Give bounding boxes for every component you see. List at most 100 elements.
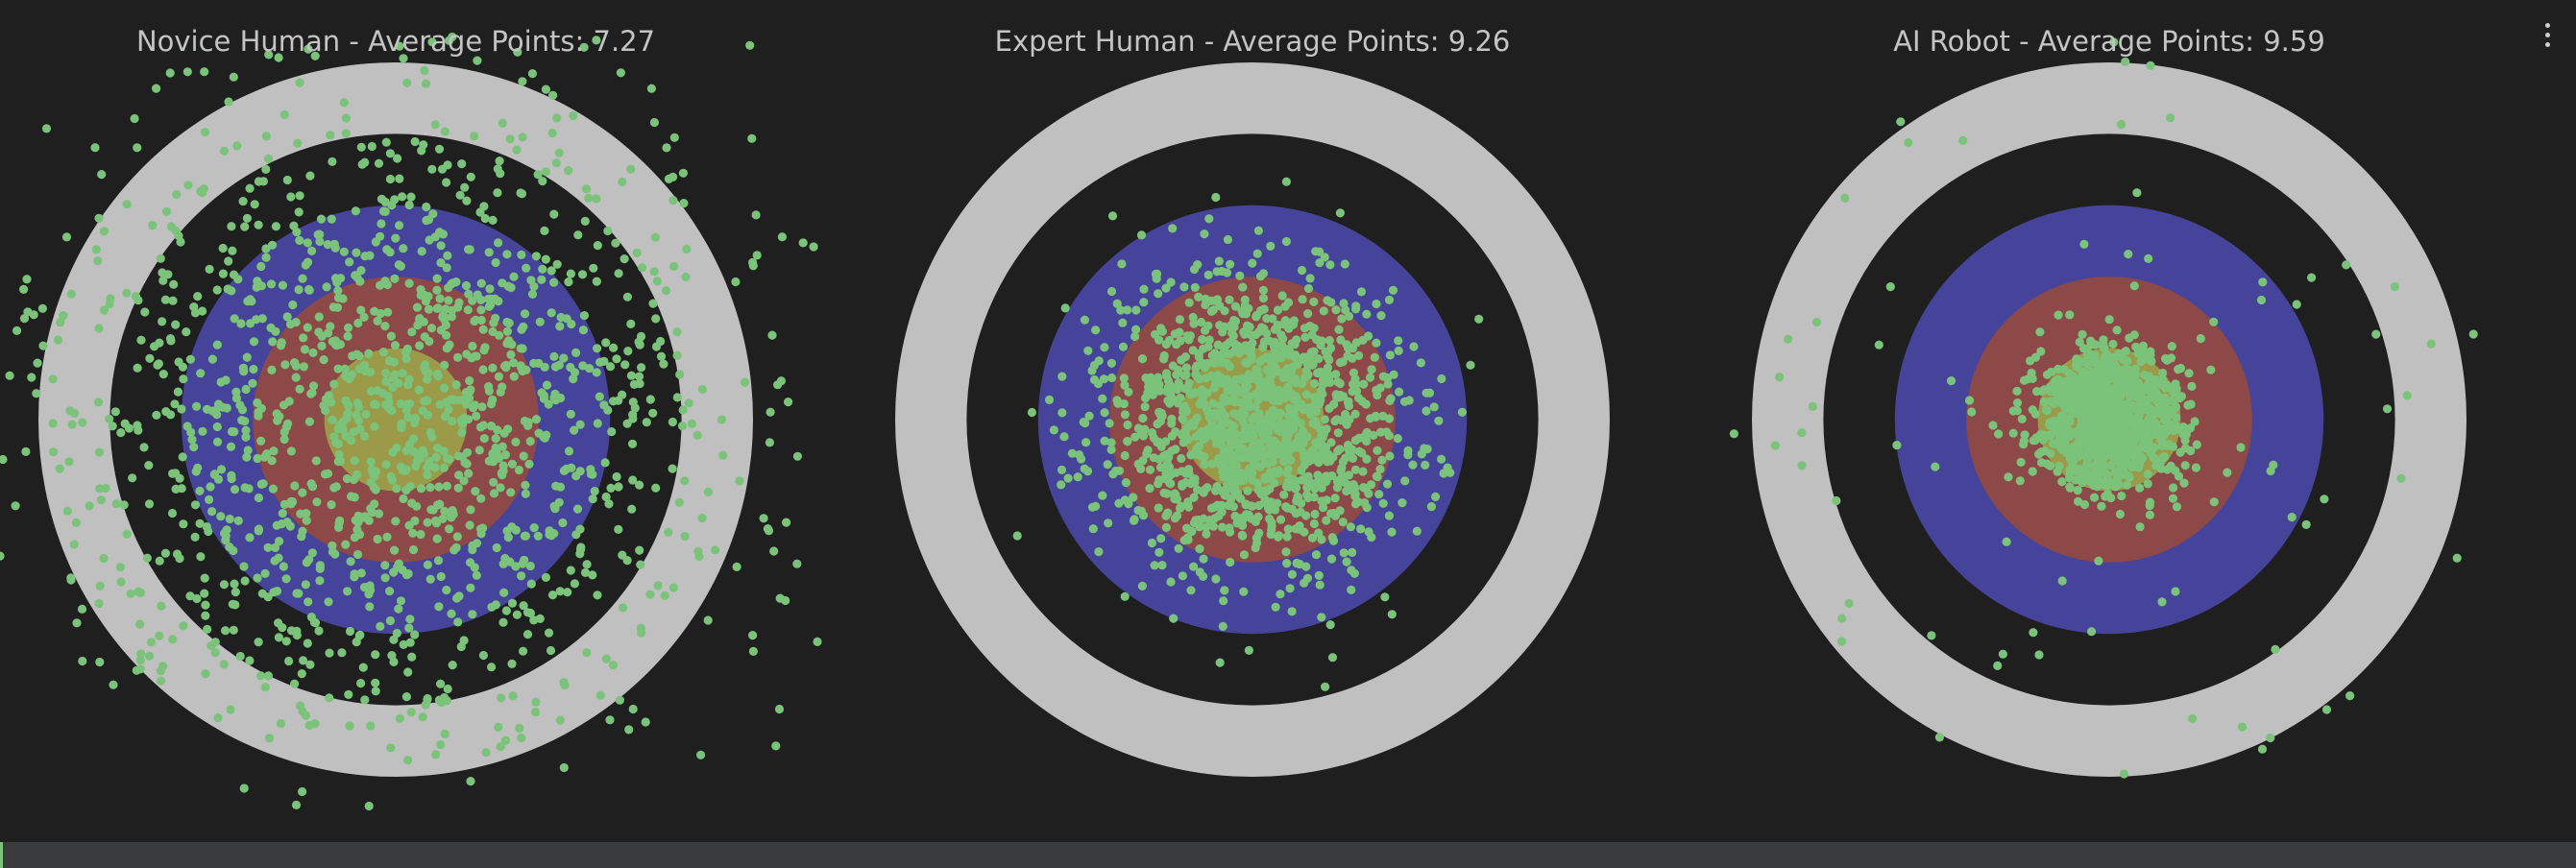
shot-point [333, 293, 344, 302]
scrollbar-accent [0, 842, 3, 868]
shot-point [2042, 405, 2052, 416]
shot-point [213, 712, 223, 723]
shot-point [206, 482, 215, 492]
shot-point [1314, 475, 1324, 485]
shot-point [1297, 466, 1306, 475]
shot-point [436, 679, 446, 688]
shot-point [303, 323, 312, 332]
shot-point [1243, 486, 1252, 495]
shot-point [1215, 422, 1225, 432]
shot-point [1322, 475, 1331, 485]
shot-point [239, 784, 249, 793]
shot-point [2104, 421, 2114, 430]
shot-point [1333, 476, 1343, 486]
shot-point [489, 477, 498, 487]
shot-point [427, 164, 437, 174]
kebab-menu-icon[interactable] [2532, 8, 2563, 61]
shot-point [2090, 382, 2100, 392]
shot-point [1253, 226, 1263, 235]
shot-point [2054, 310, 2063, 320]
shot-point [488, 363, 498, 373]
shot-point [2030, 435, 2040, 446]
shot-point [466, 777, 475, 786]
shot-point [421, 79, 431, 88]
shot-point [282, 175, 292, 185]
shot-point [635, 480, 644, 490]
shot-point [427, 37, 437, 47]
shot-point [415, 341, 425, 350]
shot-point [108, 422, 117, 431]
shot-point [94, 447, 104, 457]
shot-point [279, 434, 289, 445]
shot-point [368, 508, 377, 518]
shot-point [399, 244, 408, 253]
shot-point [1163, 383, 1173, 393]
shot-point [472, 570, 481, 580]
shot-point [1208, 398, 1218, 408]
shot-point [2074, 391, 2083, 400]
shot-point [196, 369, 206, 378]
shot-point [618, 550, 627, 560]
shot-point [439, 383, 449, 393]
shot-point [380, 322, 390, 331]
shot-point [1268, 457, 1277, 467]
shot-point [448, 506, 457, 516]
shot-point [1057, 372, 1067, 381]
shot-point [1190, 282, 1200, 292]
shot-point [119, 500, 129, 510]
shot-point [256, 436, 266, 446]
bottom-scrollbar[interactable] [0, 842, 2576, 868]
shot-point [1241, 382, 1251, 392]
shot-point [1384, 414, 1395, 423]
shot-point [284, 656, 294, 666]
shot-point [2089, 461, 2100, 470]
shot-point [1303, 283, 1314, 294]
shot-point [205, 264, 214, 274]
shot-point [1156, 534, 1166, 543]
shot-point [233, 516, 243, 526]
shot-point [200, 589, 209, 598]
shot-point [190, 500, 201, 510]
shot-point [1346, 522, 1355, 532]
shot-point [270, 542, 280, 553]
shot-point [1172, 494, 1182, 504]
shot-point [447, 513, 456, 522]
shot-point [1233, 341, 1243, 351]
shot-point [136, 335, 146, 345]
shot-point [1300, 332, 1310, 342]
shot-point [711, 545, 720, 555]
shot-point [2068, 409, 2078, 419]
shot-point [294, 207, 304, 217]
shot-point [321, 395, 330, 404]
shot-point [460, 458, 470, 468]
shot-point [431, 516, 441, 525]
shot-point [1369, 430, 1378, 440]
shot-point [168, 296, 178, 305]
shot-point [466, 505, 475, 515]
shot-point [1203, 358, 1213, 368]
shot-point [392, 628, 401, 639]
shot-point [384, 356, 394, 366]
shot-point [195, 486, 205, 495]
shot-point [350, 533, 359, 542]
shot-point [693, 546, 703, 556]
shot-point [1335, 390, 1346, 400]
shot-point [182, 67, 192, 77]
shot-point [485, 284, 495, 294]
shot-point [437, 164, 448, 174]
shot-point [2079, 239, 2089, 249]
shot-point [1161, 283, 1171, 293]
shot-point [345, 626, 355, 637]
shot-point [1409, 342, 1419, 351]
shot-point [305, 171, 315, 181]
shot-point [498, 442, 507, 451]
shot-point [1182, 423, 1192, 433]
shot-point [241, 384, 251, 395]
shot-point [391, 517, 401, 526]
shot-point [158, 317, 167, 326]
shot-point [517, 325, 526, 334]
shot-point [588, 470, 597, 479]
shot-point [472, 539, 482, 548]
shot-point [364, 349, 374, 358]
shot-point [410, 630, 420, 639]
